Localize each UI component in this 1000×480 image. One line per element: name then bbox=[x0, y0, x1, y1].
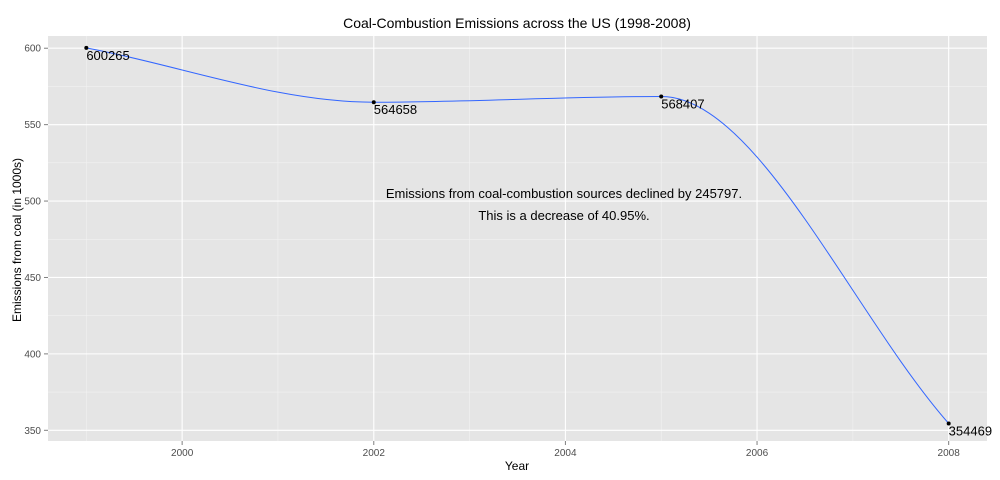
y-tick-label: 600 bbox=[24, 44, 41, 55]
series-line bbox=[86, 47, 950, 424]
x-tick-label: 2000 bbox=[171, 448, 194, 459]
y-tick-label: 450 bbox=[24, 273, 41, 284]
data-label: 354469 bbox=[949, 423, 992, 438]
x-tick-label: 2006 bbox=[746, 448, 769, 459]
data-point bbox=[946, 421, 951, 426]
x-axis-title: Year bbox=[505, 459, 529, 473]
y-tick-label: 350 bbox=[24, 426, 41, 437]
data-points bbox=[84, 45, 951, 426]
grid-lines bbox=[48, 36, 987, 441]
y-tick-label: 550 bbox=[24, 120, 41, 131]
annotation-line-1: Emissions from coal-combustion sources d… bbox=[386, 186, 742, 201]
data-label: 600265 bbox=[86, 48, 129, 63]
x-tick-label: 2004 bbox=[554, 448, 577, 459]
data-point bbox=[371, 100, 376, 105]
x-tick-label: 2008 bbox=[938, 448, 961, 459]
y-axis-title: Emissions from coal (in 1000s) bbox=[10, 158, 24, 322]
data-labels: 600265 564658 568407 354469 bbox=[86, 48, 992, 439]
y-tick-label: 400 bbox=[24, 349, 41, 360]
data-label: 568407 bbox=[661, 97, 704, 112]
data-point bbox=[659, 94, 664, 99]
data-label: 564658 bbox=[374, 102, 417, 117]
x-axis-ticks: 2000 2002 2004 2006 2008 bbox=[171, 441, 960, 459]
annotation-line-2: This is a decrease of 40.95%. bbox=[478, 208, 649, 223]
x-tick-label: 2002 bbox=[363, 448, 386, 459]
data-point bbox=[84, 45, 89, 50]
y-axis-ticks: 350 400 450 500 550 600 bbox=[24, 44, 48, 437]
chart-title: Coal-Combustion Emissions across the US … bbox=[343, 15, 691, 31]
y-tick-label: 500 bbox=[24, 197, 41, 208]
plot-panel bbox=[48, 36, 987, 441]
